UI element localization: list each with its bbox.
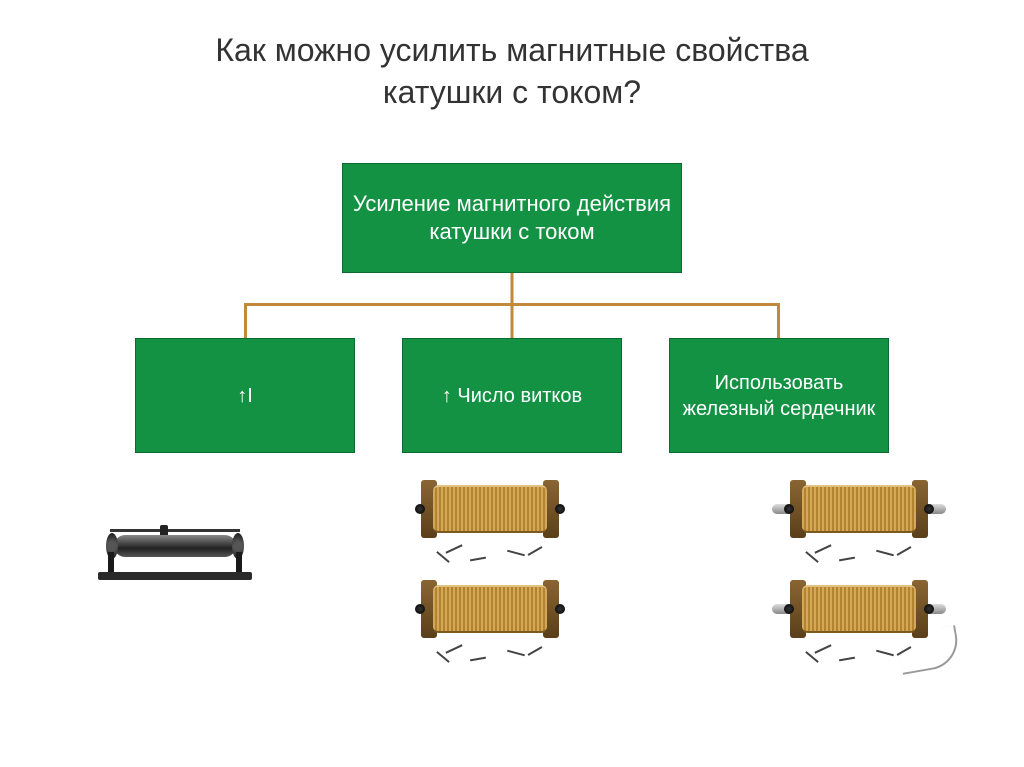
child-node-turns: ↑ Число витков: [402, 338, 622, 453]
coil-with-core-icon: [784, 580, 934, 650]
root-node: Усиление магнитного действия катушки с т…: [342, 163, 682, 273]
child-node-core: Использовать железный сердечник: [669, 338, 889, 453]
illustration-rheostat: [90, 525, 260, 580]
title-line-1: Как можно усилить магнитные свойства: [215, 32, 808, 68]
coil-with-core-icon: [784, 480, 934, 550]
child2-label: ↑ Число витков: [442, 383, 582, 409]
coil-icon: [415, 580, 565, 650]
coil-icon: [415, 480, 565, 550]
illustrations-row: [0, 480, 1024, 730]
connector-root-vertical: [511, 273, 514, 303]
connector-child3-vertical: [777, 303, 780, 338]
illustration-turns: [415, 480, 565, 650]
child1-label: ↑I: [237, 383, 253, 409]
slide-title: Как можно усилить магнитные свойства кат…: [0, 0, 1024, 113]
illustration-core: [784, 480, 934, 650]
connector-child1-vertical: [244, 303, 247, 338]
rheostat-icon: [90, 525, 260, 580]
connector-child2-vertical: [511, 303, 514, 338]
child3-label: Использовать железный сердечник: [678, 370, 880, 422]
title-line-2: катушки с током?: [383, 74, 641, 110]
root-label: Усиление магнитного действия катушки с т…: [351, 190, 673, 247]
child-node-current: ↑I: [135, 338, 355, 453]
